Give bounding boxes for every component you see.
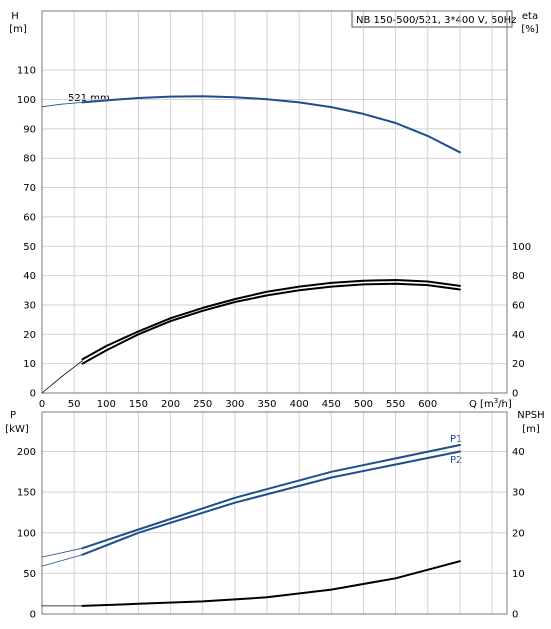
upper-left-tick-label: 90 [23,124,36,135]
lower-panel: P [kW] NPSH [m] P1 P2 [5,410,544,466]
upper-curve-eta-1 [81,279,461,361]
power-axis-unit: [kW] [5,424,29,435]
lower-curve-NPSH [81,560,461,607]
lower-right-tick-label: 40 [512,447,525,458]
npsh-axis-label: NPSH [517,410,544,421]
lower-curve-P1-ext [41,547,83,558]
lower-right-tick-label: 10 [512,569,525,580]
flow-tick-label: 500 [354,399,373,410]
flow-tick-label: 400 [290,399,309,410]
chart-title: NB 150-500/521, 3*400 V, 50Hz [356,15,516,26]
upper-right-tick-label: 80 [512,271,525,282]
impeller-diameter-label: 521 mm [68,93,110,104]
upper-left-tick-label: 100 [17,95,36,106]
flow-tick-label: 100 [97,399,116,410]
npsh-axis-unit: [m] [522,424,540,435]
flow-tick-label: 450 [322,399,341,410]
flow-axis-label: Q [m3/h] [469,397,512,410]
upper-left-tick-label: 80 [23,154,36,165]
upper-left-tick-label: 10 [23,359,36,370]
lower-left-tick-label: 50 [23,569,36,580]
p2-series-label: P2 [450,455,462,466]
lower-left-tick-label: 200 [17,447,36,458]
upper-left-tick-label: 40 [23,271,36,282]
upper-right-tick-label: 20 [512,359,525,370]
upper-right-tick-label: 100 [512,242,531,253]
upper-left-tick-label: 30 [23,300,36,311]
flow-tick-label: 150 [129,399,148,410]
head-axis-label: H [11,11,19,22]
upper-left-tick-label: 0 [30,389,36,400]
lower-frame [41,411,508,615]
lower-curve-P1 [81,444,461,550]
lower-curve-P2-ext [41,554,83,567]
upper-curve-eta-2 [81,282,461,365]
lower-curve-P2 [81,450,461,556]
lower-left-tick-label: 100 [17,528,36,539]
head-axis-unit: [m] [9,24,27,35]
lower-right-tick-label: 20 [512,528,525,539]
lower-left-tick-label: 0 [30,610,36,621]
eta-axis-unit: [%] [521,24,538,35]
upper-left-tick-label: 110 [17,66,36,77]
upper-right-tick-label: 40 [512,330,525,341]
upper-frame [41,10,508,394]
lower-right-tick-label: 0 [512,610,518,621]
lower-left-tick-label: 150 [17,488,36,499]
flow-tick-label: 0 [39,399,45,410]
upper-curve-head [81,95,461,154]
upper-curve-eta-ext [41,360,83,394]
flow-tick-label: 550 [386,399,405,410]
flow-tick-label: 600 [418,399,437,410]
flow-tick-label: 250 [193,399,212,410]
flow-tick-label: 300 [225,399,244,410]
power-axis-label: P [10,410,16,421]
flow-tick-label: 200 [161,399,180,410]
flow-tick-label: 350 [257,399,276,410]
p1-series-label: P1 [450,434,462,445]
lower-plot: 0 50 100 150 200 0 10 20 30 40 [17,411,525,621]
upper-left-tick-label: 20 [23,330,36,341]
lower-right-tick-label: 30 [512,488,525,499]
upper-left-tick-label: 50 [23,242,36,253]
upper-plot: 0 10 20 30 40 50 60 70 80 90 100 110 0 20 40 60 80 100 0 50… [17,10,531,410]
upper-right-tick-label: 60 [512,300,525,311]
eta-axis-label: eta [522,11,538,22]
flow-tick-label: 50 [68,399,81,410]
upper-panel: H [m] eta [%] NB 150-500/521, 3*400 V, 5… [9,10,539,410]
upper-left-tick-label: 60 [23,212,36,223]
upper-left-tick-label: 70 [23,183,36,194]
upper-curve-head-ext [41,102,83,108]
upper-right-tick-label: 0 [512,389,518,400]
